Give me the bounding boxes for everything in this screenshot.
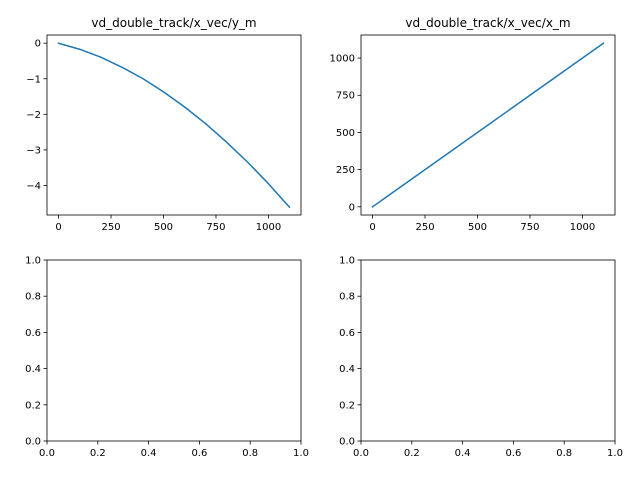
x-tick-label: 250	[101, 222, 120, 233]
y-tick-label: 0.6	[25, 328, 41, 339]
series-line	[57, 42, 291, 209]
y-tick-label: 750	[336, 91, 355, 102]
chart-3: 0.0 0.2 0.4 0.6 0.8 1.0 0.0 0.2 0.4 0.6 0.8 1.0	[25, 256, 309, 460]
x-tick-label: 0.0	[353, 448, 369, 459]
x-tick-label: 0.6	[505, 448, 521, 459]
chart-title: vd_double_track/x_vec/y_m	[91, 16, 256, 30]
y-tick-label: 250	[336, 165, 355, 176]
axes-frame	[46, 34, 302, 216]
x-tick-label: 0	[55, 222, 61, 233]
x-tick-label: 0.8	[242, 448, 258, 459]
x-tick-label: 1.0	[607, 448, 623, 459]
y-tick-label: 0.2	[25, 400, 41, 411]
y-tick-label: 1.0	[339, 256, 355, 267]
y-tick-label: 0.0	[25, 437, 41, 448]
y-tick-label: 1.0	[25, 256, 41, 267]
x-tick-label: 750	[520, 222, 539, 233]
x-tick-label: 1000	[256, 222, 281, 233]
chart-title: vd_double_track/x_vec/x_m	[405, 16, 570, 30]
axes-frame	[360, 259, 616, 442]
x-tick-label: 1000	[570, 222, 595, 233]
y-tick-label: −2	[26, 110, 41, 121]
y-tick-label: 0.8	[339, 292, 355, 303]
x-tick-label: 0.4	[455, 448, 471, 459]
x-tick-label: 0.2	[90, 448, 106, 459]
chart-4: 0.0 0.2 0.4 0.6 0.8 1.0 0.0 0.2 0.4 0.6 0.8 1.0	[339, 256, 623, 460]
x-tick-label: 0.6	[191, 448, 207, 459]
axes-frame	[46, 259, 302, 442]
y-tick-label: 0.2	[339, 400, 355, 411]
y-tick-label: 0.0	[339, 437, 355, 448]
x-tick-label: 0.8	[556, 448, 572, 459]
y-tick-label: 0.6	[339, 328, 355, 339]
x-tick-label: 500	[154, 222, 173, 233]
series-line	[371, 42, 605, 208]
chart-1: 0 250 500 750 1000 0 −1 −2 −3 −4 vd_double_track/x…	[26, 16, 302, 233]
y-tick-label: 0.4	[339, 364, 355, 375]
x-tick-label: 250	[415, 222, 434, 233]
x-tick-label: 0	[369, 222, 375, 233]
y-tick-label: 1000	[330, 54, 355, 65]
y-tick-label: 0	[35, 39, 41, 50]
x-tick-label: 0.0	[39, 448, 55, 459]
x-tick-label: 500	[468, 222, 487, 233]
x-tick-label: 0.2	[404, 448, 420, 459]
y-tick-label: 0	[349, 202, 355, 213]
y-tick-label: −3	[26, 145, 41, 156]
axes-frame	[360, 34, 616, 216]
chart-2: 0 250 500 750 1000 0 250 500 750 1000 vd_double_tr…	[330, 16, 616, 233]
x-tick-label: 1.0	[293, 448, 309, 459]
y-tick-label: 0.8	[25, 292, 41, 303]
y-tick-label: −4	[26, 181, 41, 192]
y-tick-label: −1	[26, 74, 41, 85]
y-tick-label: 0.4	[25, 364, 41, 375]
y-tick-label: 500	[336, 128, 355, 139]
x-tick-label: 750	[206, 222, 225, 233]
x-tick-label: 0.4	[141, 448, 157, 459]
